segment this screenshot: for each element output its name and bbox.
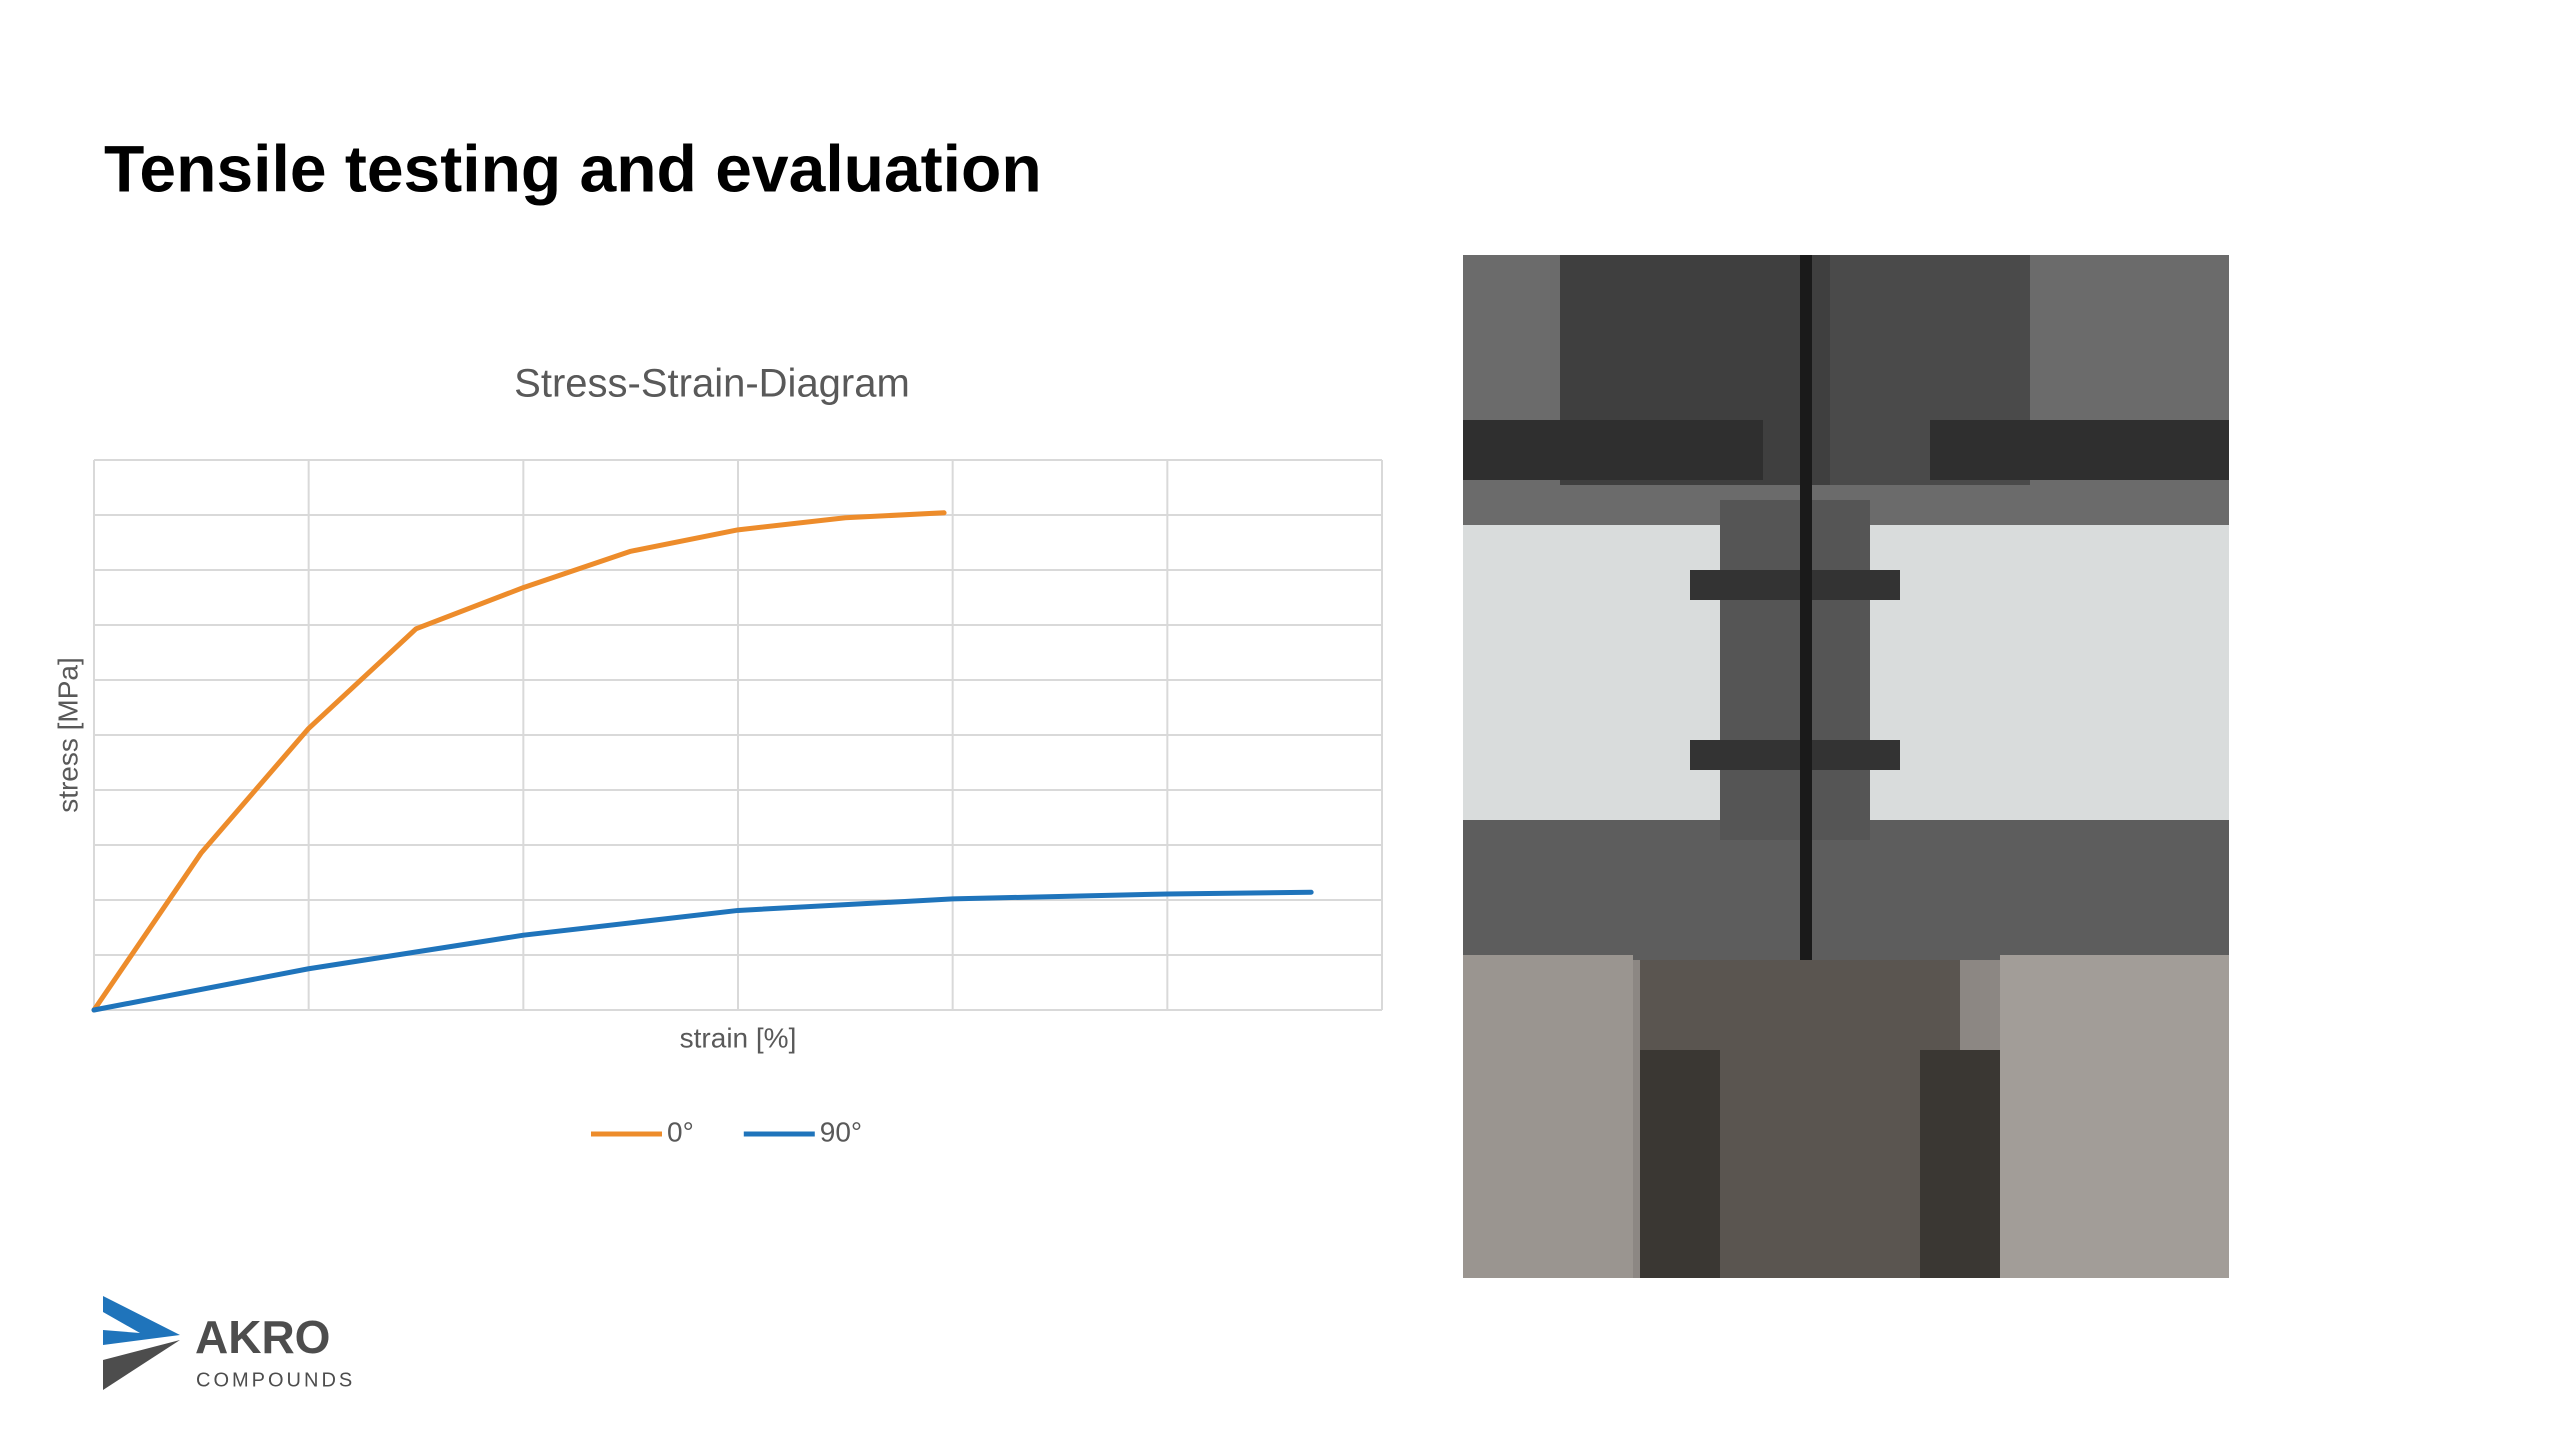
legend: 0° 90° (591, 1116, 862, 1147)
slide-title: Tensile testing and evaluation (104, 131, 1042, 205)
legend-label: 90° (820, 1116, 862, 1147)
y-axis-label: stress [MPa] (52, 657, 83, 813)
series-line (91, 510, 947, 1013)
logo: AKRO COMPOUNDS (103, 1296, 355, 1391)
plot-area (91, 459, 1383, 1013)
series-line (91, 889, 1314, 1013)
x-axis-label: strain [%] (680, 1022, 797, 1053)
logo-subtitle: COMPOUNDS (196, 1369, 355, 1391)
chart-title: Stress-Strain-Diagram (514, 362, 910, 406)
legend-label: 0° (667, 1116, 694, 1147)
photo (1463, 255, 2229, 1278)
logo-name: AKRO (195, 1311, 330, 1363)
